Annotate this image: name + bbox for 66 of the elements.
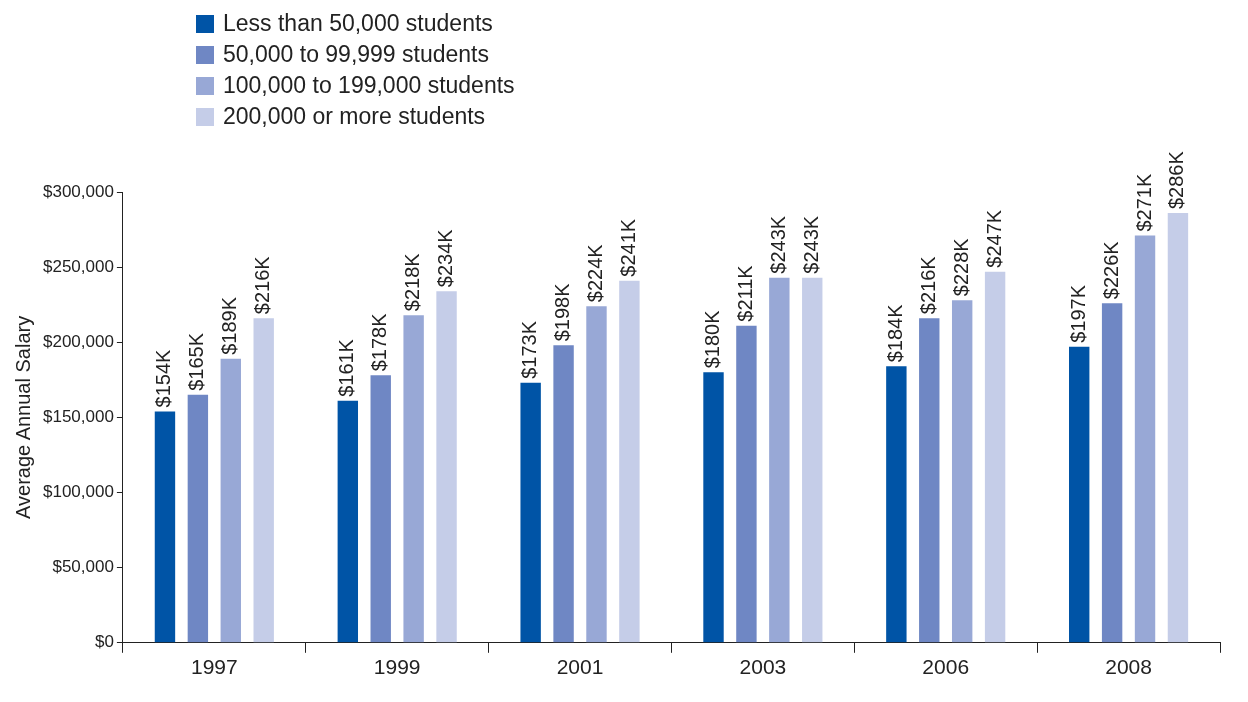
y-axis-title: Average Annual Salary xyxy=(11,315,34,519)
data-label: $180K xyxy=(701,309,724,369)
bar xyxy=(951,300,973,643)
bar xyxy=(520,382,541,643)
legend-label: 100,000 to 199,000 students xyxy=(223,72,515,99)
bar xyxy=(1069,346,1090,643)
bar xyxy=(370,375,391,643)
y-tick-label: $0 xyxy=(94,632,114,652)
y-tick-label: $100,000 xyxy=(43,482,114,502)
data-label: $234K xyxy=(434,228,457,288)
x-tick-label: 1999 xyxy=(373,655,421,679)
legend-label: 50,000 to 99,999 students xyxy=(223,41,489,68)
data-label: $211K xyxy=(733,264,756,322)
data-label: $226K xyxy=(1099,240,1122,300)
bar xyxy=(187,394,209,643)
data-label: $197K xyxy=(1066,284,1089,343)
bar xyxy=(984,271,1006,643)
x-tick-label: 1997 xyxy=(190,655,238,679)
legend-label: Less than 50,000 students xyxy=(223,10,493,37)
y-tick-label: $200,000 xyxy=(43,331,114,351)
bar xyxy=(703,372,724,643)
x-tick-label: 2003 xyxy=(739,655,787,679)
bar xyxy=(736,325,757,643)
bar xyxy=(586,306,607,643)
data-label: $216K xyxy=(251,255,274,315)
y-tick-label: $150,000 xyxy=(43,407,114,427)
bar xyxy=(220,358,241,643)
data-label: $198K xyxy=(551,282,574,342)
bar xyxy=(886,366,907,643)
data-label: $189K xyxy=(218,296,241,355)
y-tick-label: $300,000 xyxy=(43,181,114,201)
bar xyxy=(1101,303,1123,643)
data-label: $224K xyxy=(584,243,606,303)
bar xyxy=(1134,235,1156,643)
data-label: $228K xyxy=(949,237,972,297)
x-tick-label: 2001 xyxy=(556,655,604,679)
bar xyxy=(403,315,424,643)
data-label: $216K xyxy=(916,255,939,315)
data-label: $243K xyxy=(766,215,789,274)
y-tick-label: $250,000 xyxy=(43,256,114,276)
data-label: $173K xyxy=(518,320,541,379)
bar xyxy=(919,318,940,643)
y-tick-label: $50,000 xyxy=(52,557,114,577)
bar xyxy=(1167,213,1189,643)
data-label: $243K xyxy=(799,215,822,274)
data-label: $184K xyxy=(883,303,906,363)
data-label: $286K xyxy=(1165,150,1188,210)
bar xyxy=(553,345,574,643)
data-label: $178K xyxy=(368,312,391,372)
bar xyxy=(802,277,823,643)
data-label: $218K xyxy=(401,252,424,312)
bar xyxy=(154,411,176,643)
bar xyxy=(253,318,274,643)
legend-label: 200,000 or more students xyxy=(223,103,486,130)
bar xyxy=(619,280,640,643)
data-label: $161K xyxy=(335,338,358,397)
data-label: $154K xyxy=(152,348,175,408)
data-label: $247K xyxy=(982,209,1005,268)
data-label: $271K xyxy=(1132,173,1155,232)
bar xyxy=(769,277,790,643)
bar xyxy=(436,291,457,643)
data-label: $241K xyxy=(616,218,639,277)
data-label: $165K xyxy=(185,332,208,391)
x-tick-label: 2008 xyxy=(1105,655,1152,679)
x-tick-label: 2006 xyxy=(922,655,970,679)
bar xyxy=(337,400,359,643)
